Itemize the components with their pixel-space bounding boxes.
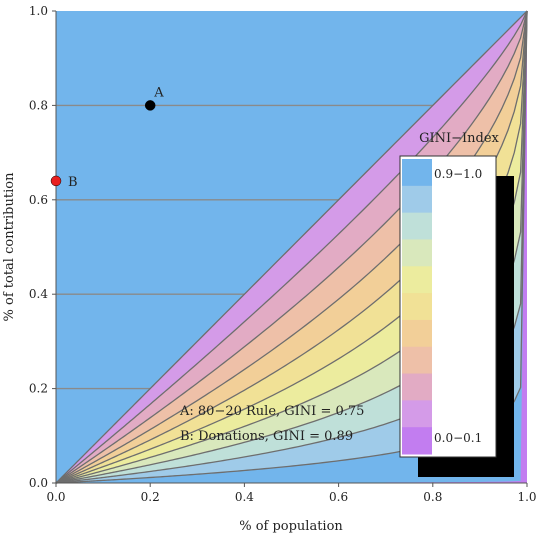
y-tick-label: 0.2 <box>29 382 48 396</box>
legend-swatch <box>402 185 432 214</box>
legend-swatch <box>402 346 432 375</box>
y-tick-label: 0.4 <box>29 287 48 301</box>
legend-swatch <box>402 159 432 187</box>
legend-swatch <box>402 427 432 455</box>
legend-swatches <box>402 159 432 455</box>
point-a <box>144 100 156 111</box>
x-tick-label: 0.4 <box>235 490 254 504</box>
legend-swatch <box>402 400 432 428</box>
x-axis-label: % of population <box>239 519 343 534</box>
x-tick-label: 1.0 <box>517 490 536 504</box>
y-axis-label: % of total contribution <box>2 172 17 322</box>
point-label-a: A <box>153 85 164 100</box>
y-tick-label: 0.6 <box>29 193 48 207</box>
gini-band <box>56 11 527 483</box>
y-tick-label: 0.0 <box>29 476 48 490</box>
legend-swatch <box>402 266 432 294</box>
legend-swatch <box>402 293 432 321</box>
legend-swatch <box>402 212 432 240</box>
axis-ticks: 0.0 0.2 0.4 0.6 0.8 1.0 0.0 0.2 0.4 0.6 0.8 1.0 <box>29 4 537 504</box>
legend-title: GINI−Index <box>419 131 499 146</box>
legend-swatch <box>402 319 432 348</box>
highlight-points: AB <box>50 85 164 190</box>
legend-swatch <box>402 239 432 267</box>
x-tick-label: 0.8 <box>423 490 442 504</box>
legend-top-label: 0.9−1.0 <box>434 167 482 181</box>
annotation-b: B: Donations, GINI = 0.89 <box>180 429 353 444</box>
y-tick-label: 0.8 <box>29 98 48 112</box>
x-tick-label: 0.6 <box>329 490 348 504</box>
y-tick-label: 1.0 <box>29 4 48 18</box>
annotation-a: A: 80−20 Rule, GINI = 0.75 <box>179 404 364 419</box>
reference-grid <box>56 104 434 483</box>
x-tick-label: 0.0 <box>46 490 65 504</box>
legend-swatch <box>402 373 432 401</box>
legend: GINI−Index 0.9−1.0 0.0−0.1 <box>399 131 514 477</box>
axes <box>55 11 527 484</box>
legend-bottom-label: 0.0−0.1 <box>434 431 482 445</box>
x-tick-label: 0.2 <box>141 490 160 504</box>
point-b <box>50 175 62 187</box>
point-label-b: B <box>68 175 78 190</box>
